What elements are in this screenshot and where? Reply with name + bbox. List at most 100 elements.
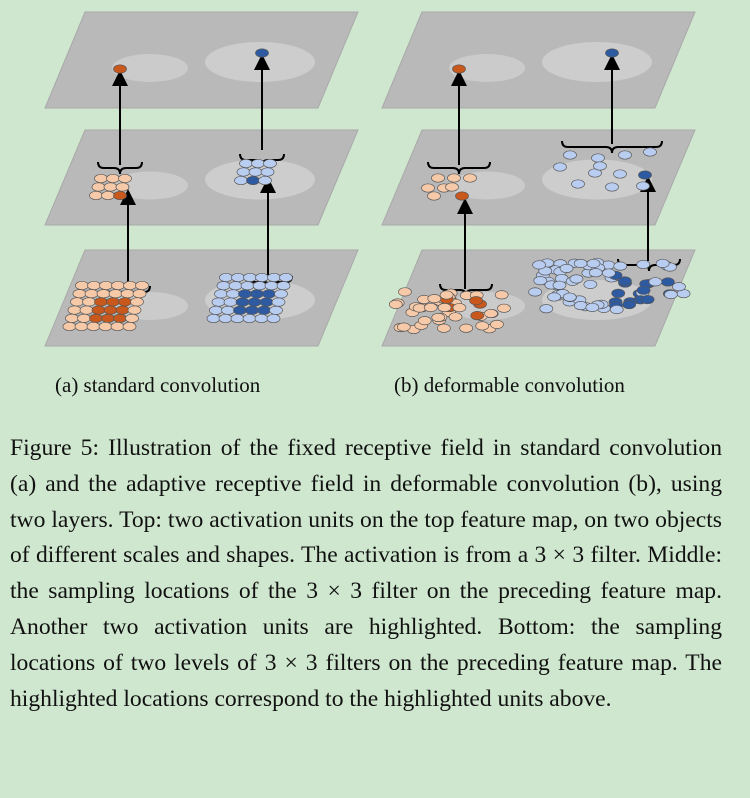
- bottom-sampling-location: [259, 297, 274, 307]
- bottom-sampling-location: [494, 290, 509, 300]
- bottom-sampling-location: [533, 276, 548, 286]
- bottom-sampling-location: [484, 308, 498, 319]
- bottom-sampling-location: [388, 299, 403, 309]
- bottom-sampling-location: [214, 289, 228, 299]
- middle-sampling-location: [571, 179, 585, 189]
- bottom-sampling-location: [497, 303, 511, 313]
- top-activation-unit: [605, 48, 619, 58]
- middle-sampling-location: [260, 167, 275, 177]
- bottom-sampling-location: [206, 313, 221, 324]
- middle-sampling-location: [101, 190, 115, 201]
- bottom-sampling-location: [664, 289, 678, 300]
- bottom-sampling-location: [583, 279, 598, 289]
- sheep-silhouette: [542, 280, 652, 320]
- bottom-sampling-location: [127, 305, 142, 315]
- top-activation-unit: [113, 64, 127, 74]
- bottom-sampling-location: [613, 261, 628, 271]
- middle-sampling-location: [463, 173, 477, 183]
- bottom-sampling-location: [75, 280, 89, 291]
- middle-sampling-location: [618, 150, 632, 160]
- bottom-sampling-location: [110, 321, 125, 332]
- bottom-sampling-location: [452, 303, 467, 313]
- bottom-sampling-location: [532, 260, 546, 270]
- bottom-sampling-location: [539, 304, 554, 314]
- bottom-sampling-location: [223, 297, 238, 307]
- bottom-sampling-location: [250, 289, 264, 299]
- bottom-sampling-location: [475, 321, 490, 331]
- subcaption-deformable-convolution: (b) deformable convolution: [394, 373, 625, 397]
- bottom-sampling-location: [437, 303, 452, 313]
- middle-sampling-location: [113, 190, 127, 201]
- bottom-sampling-location: [226, 289, 240, 299]
- bottom-sampling-location: [87, 280, 101, 291]
- bottom-sampling-location: [609, 304, 624, 315]
- middle-sampling-location: [106, 173, 120, 184]
- middle-sampling-location: [455, 191, 469, 201]
- receptive-field-bracket: [427, 161, 491, 175]
- sheep-silhouette: [542, 42, 652, 82]
- middle-sampling-location: [251, 158, 265, 169]
- middle-sampling-location: [431, 173, 445, 183]
- bottom-sampling-location: [437, 323, 451, 333]
- bottom-sampling-location: [552, 280, 567, 290]
- bottom-sampling-location: [98, 321, 113, 332]
- middle-sampling-location: [236, 167, 251, 177]
- middle-sampling-location: [246, 175, 260, 186]
- bottom-sampling-location: [106, 297, 120, 307]
- bottom-sampling-location: [585, 302, 600, 312]
- bottom-sampling-location: [267, 272, 281, 283]
- bottom-sampling-location: [115, 305, 130, 315]
- middle-sampling-location: [239, 158, 253, 169]
- bottom-sampling-location: [279, 272, 293, 283]
- bottom-sampling-location: [276, 281, 291, 291]
- middle-sampling-location: [91, 182, 106, 192]
- bottom-sampling-location: [118, 297, 132, 307]
- bottom-sampling-location: [135, 280, 149, 291]
- bottom-sampling-location: [82, 297, 96, 307]
- bottom-sampling-location: [573, 258, 588, 268]
- bottom-sampling-location: [94, 297, 108, 307]
- bottom-sampling-location: [636, 259, 651, 270]
- bottom-sampling-location: [245, 305, 259, 315]
- bottom-sampling-location: [672, 282, 686, 292]
- bottom-sampling-location: [448, 312, 463, 322]
- bottom-sampling-location: [240, 281, 255, 291]
- bottom-sampling-location: [72, 289, 87, 299]
- middle-sampling-location: [563, 150, 577, 160]
- bottom-sampling-location: [230, 313, 245, 324]
- middle-sampling-location: [89, 190, 103, 201]
- bottom-sampling-location: [254, 313, 269, 324]
- bottom-sampling-location: [274, 289, 288, 299]
- lamb-silhouette: [449, 54, 525, 82]
- middle-sampling-location: [258, 175, 272, 186]
- middle-sampling-location: [248, 167, 263, 177]
- bottom-sampling-location: [233, 305, 247, 315]
- bottom-sampling-location: [569, 274, 584, 284]
- bottom-sampling-location: [257, 305, 271, 315]
- bottom-sampling-location: [640, 295, 655, 305]
- bottom-sampling-location: [123, 280, 137, 291]
- middle-sampling-location: [421, 183, 435, 193]
- bottom-sampling-location: [661, 277, 675, 287]
- bottom-sampling-location: [562, 292, 577, 302]
- bottom-sampling-location: [470, 311, 485, 321]
- feature-map-planes: [44, 11, 696, 347]
- bottom-sampling-location: [269, 305, 283, 315]
- bottom-sampling-location: [99, 280, 113, 291]
- middle-sampling-location: [115, 182, 130, 192]
- sheep-silhouette: [542, 159, 652, 200]
- bottom-sampling-location: [622, 300, 637, 310]
- bottom-sampling-location: [247, 297, 262, 307]
- bottom-sampling-location: [219, 272, 233, 283]
- bottom-sampling-location: [417, 316, 432, 326]
- bottom-sampling-location: [65, 313, 79, 323]
- bottom-sampling-location: [120, 289, 135, 299]
- bottom-sampling-location: [77, 313, 91, 323]
- middle-sampling-location: [445, 182, 459, 192]
- bottom-sampling-location: [271, 297, 286, 307]
- bottom-sampling-location: [103, 305, 118, 315]
- bottom-sampling-location: [490, 319, 504, 329]
- middle-sampling-location: [613, 169, 627, 179]
- bottom-sampling-location: [132, 289, 147, 299]
- middle-sampling-location: [427, 191, 441, 201]
